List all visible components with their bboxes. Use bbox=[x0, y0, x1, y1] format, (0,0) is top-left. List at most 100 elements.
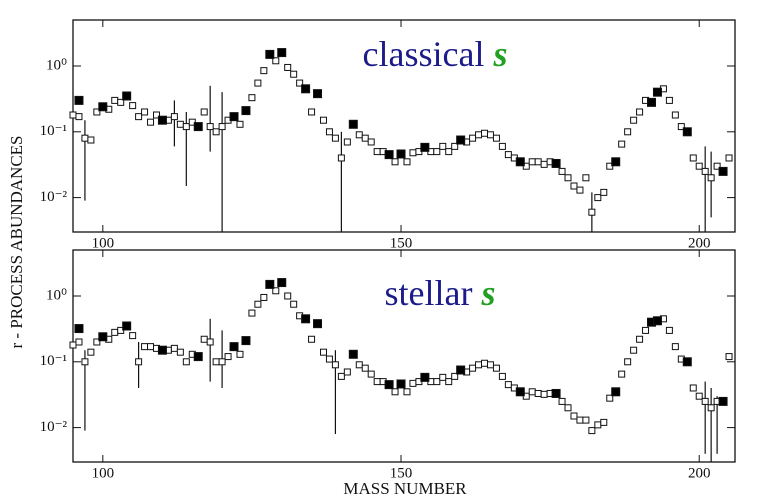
data-point bbox=[135, 358, 143, 366]
data-point bbox=[254, 79, 262, 87]
data-point bbox=[695, 162, 703, 170]
data-point bbox=[456, 135, 466, 145]
data-point bbox=[313, 89, 323, 99]
data-point bbox=[93, 338, 101, 346]
data-point bbox=[611, 157, 621, 167]
data-point bbox=[540, 390, 548, 398]
data-point bbox=[355, 131, 363, 139]
data-point bbox=[325, 355, 333, 363]
data-point bbox=[248, 309, 256, 317]
data-point bbox=[701, 167, 709, 175]
data-point bbox=[551, 388, 561, 398]
data-point bbox=[182, 358, 190, 366]
data-point bbox=[129, 102, 137, 110]
data-point bbox=[284, 63, 292, 71]
data-point bbox=[611, 387, 621, 397]
data-point bbox=[606, 394, 614, 402]
data-point bbox=[218, 358, 226, 366]
data-point bbox=[725, 353, 733, 361]
data-point bbox=[534, 158, 542, 166]
x-tick-label: 100 bbox=[92, 235, 115, 251]
data-point bbox=[200, 335, 208, 343]
data-point bbox=[439, 142, 447, 150]
data-point bbox=[331, 134, 339, 142]
data-point bbox=[87, 136, 95, 144]
data-point bbox=[384, 380, 394, 390]
data-point bbox=[707, 174, 715, 182]
data-point bbox=[170, 344, 178, 352]
data-point bbox=[361, 364, 369, 372]
x-tick-label: 100 bbox=[92, 465, 115, 481]
data-point bbox=[313, 319, 323, 329]
data-point bbox=[665, 96, 673, 104]
data-point bbox=[636, 335, 644, 343]
data-point bbox=[420, 142, 430, 152]
data-point bbox=[420, 372, 430, 382]
data-point bbox=[98, 102, 108, 112]
data-point bbox=[570, 182, 578, 190]
data-point bbox=[361, 134, 369, 142]
data-point bbox=[665, 326, 673, 334]
data-point bbox=[642, 326, 650, 334]
data-point bbox=[652, 316, 662, 326]
data-point bbox=[682, 127, 692, 137]
data-point bbox=[212, 358, 220, 366]
data-point bbox=[308, 108, 316, 116]
data-point bbox=[492, 364, 500, 372]
data-point bbox=[718, 396, 728, 406]
data-point bbox=[129, 332, 137, 340]
data-point bbox=[594, 421, 602, 429]
data-point bbox=[193, 122, 203, 132]
data-point bbox=[707, 404, 715, 412]
data-point bbox=[588, 208, 596, 216]
data-point bbox=[135, 113, 143, 121]
data-point bbox=[433, 148, 441, 156]
data-point bbox=[475, 131, 483, 139]
data-point bbox=[229, 342, 239, 352]
data-point bbox=[630, 346, 638, 354]
data-point bbox=[265, 279, 275, 289]
data-point bbox=[433, 378, 441, 386]
data-point bbox=[725, 154, 733, 162]
data-point bbox=[624, 358, 632, 366]
data-point bbox=[69, 111, 77, 119]
data-point bbox=[492, 134, 500, 142]
data-point bbox=[558, 397, 566, 405]
data-point bbox=[74, 95, 84, 105]
data-point bbox=[272, 287, 280, 295]
data-point bbox=[170, 113, 178, 121]
y-tick-label: 10⁻¹ bbox=[40, 353, 67, 369]
data-point bbox=[718, 166, 728, 176]
data-point bbox=[367, 138, 375, 146]
data-point bbox=[391, 158, 399, 166]
data-point bbox=[540, 160, 548, 168]
data-point bbox=[469, 134, 477, 142]
data-point bbox=[241, 336, 251, 346]
data-point bbox=[229, 112, 239, 122]
data-point bbox=[367, 370, 375, 378]
data-point bbox=[588, 427, 596, 435]
data-point bbox=[284, 292, 292, 300]
data-point bbox=[308, 335, 316, 343]
data-point bbox=[534, 389, 542, 397]
data-point bbox=[122, 321, 132, 331]
data-point bbox=[396, 379, 406, 389]
data-point bbox=[157, 345, 167, 355]
data-point bbox=[582, 174, 590, 182]
data-point bbox=[212, 128, 220, 136]
data-point bbox=[337, 154, 345, 162]
data-point bbox=[528, 388, 536, 396]
x-tick-label: 200 bbox=[688, 235, 711, 251]
data-point bbox=[403, 388, 411, 396]
data-point bbox=[74, 324, 84, 334]
data-point bbox=[456, 365, 466, 375]
data-point bbox=[439, 373, 447, 381]
data-point bbox=[176, 348, 184, 356]
data-point bbox=[695, 392, 703, 400]
data-point bbox=[200, 108, 208, 116]
data-point bbox=[319, 348, 327, 356]
data-point bbox=[141, 108, 149, 116]
data-point bbox=[570, 412, 578, 420]
title-symbol: s bbox=[492, 34, 507, 74]
data-point bbox=[504, 381, 512, 389]
